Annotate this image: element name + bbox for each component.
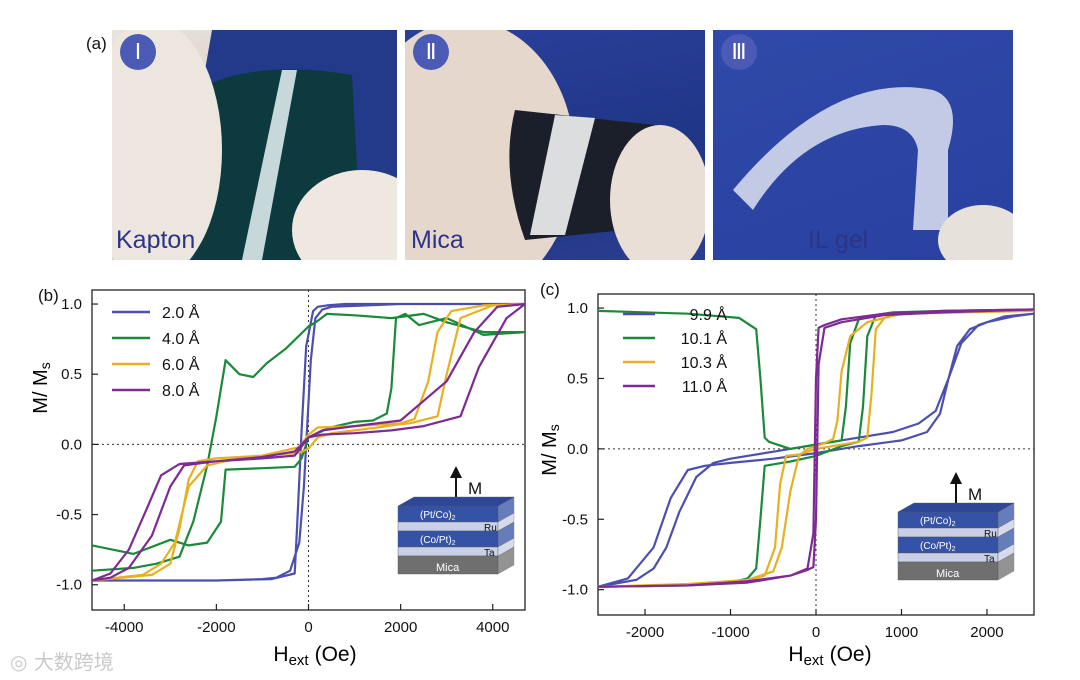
numeral-badge-2: Ⅱ bbox=[413, 34, 449, 70]
chart-c-inset-layer-label: Ru bbox=[984, 529, 997, 540]
chart-b-inset-layer-side bbox=[497, 546, 515, 575]
chart-c-xtick-label: -2000 bbox=[626, 624, 664, 641]
chart-b-legend-label: 4.0 Å bbox=[162, 329, 200, 348]
chart-b-inset-arrowhead bbox=[450, 466, 462, 478]
chart-c-xtick-label: 1000 bbox=[885, 624, 918, 641]
photo-mica: Ⅱ Mica bbox=[405, 30, 705, 260]
chart-b-xtick-label: 4000 bbox=[476, 619, 509, 636]
chart-b-xtick-label: -2000 bbox=[197, 619, 235, 636]
chart-c-inset-layer-label: Ta bbox=[984, 554, 995, 565]
chart-b-inset-layer-label: Mica bbox=[436, 562, 460, 574]
il-gel-illustration bbox=[733, 87, 1013, 260]
chart-c-ytick-label: 0.0 bbox=[567, 441, 588, 458]
chart-b-series-1-line bbox=[92, 312, 525, 572]
chart-b: -4000 -2000 0 2000 4000 1.0 0.5 0.0 -0.5 -1.0 2.0 … bbox=[30, 289, 526, 669]
numeral-badge-3: Ⅲ bbox=[721, 34, 757, 70]
chart-b-inset-layer-label: Ru bbox=[484, 523, 497, 534]
chart-c-inset-layer-label: (Pt/Co)2 bbox=[920, 516, 956, 528]
chart-b-series-3-line bbox=[92, 302, 525, 582]
panel-c-letter: (c) bbox=[540, 280, 560, 299]
chart-c-inset-layer-label: (Co/Pt)2 bbox=[920, 541, 956, 553]
chart-b-inset-layer-label: Ta bbox=[484, 548, 495, 559]
photo-label-kapton: Kapton bbox=[116, 226, 196, 254]
chart-b-inset-top bbox=[397, 496, 515, 507]
watermark: ◎ 大数跨境 bbox=[10, 646, 114, 675]
chart-c-inset-top bbox=[897, 502, 1015, 513]
chart-c-inset-m-label: M bbox=[968, 485, 982, 504]
chart-c-inset: M (Pt/Co)2 Ru (Co/Pt)2 Ta Mica bbox=[897, 472, 1015, 581]
chart-b-xtick-label: -4000 bbox=[105, 619, 143, 636]
chart-c-inset-layer bbox=[897, 552, 999, 563]
watermark-text: 大数跨境 bbox=[33, 650, 114, 674]
chart-b-ytick-label: -1.0 bbox=[56, 577, 82, 594]
chart-c-ytick-label: 0.5 bbox=[567, 370, 588, 387]
chart-b-legend-label: 6.0 Å bbox=[162, 355, 200, 374]
chart-b-legend-label: 8.0 Å bbox=[162, 381, 200, 400]
chart-b-xtick-label: 0 bbox=[304, 619, 312, 636]
photo-kapton: Ⅰ Kapton bbox=[112, 30, 397, 260]
chart-c: -2000 -1000 0 1000 2000 1.0 0.5 0.0 -0.5 -1.0 9.9 … bbox=[539, 293, 1035, 669]
watermark-logo-icon: ◎ bbox=[10, 650, 28, 674]
chart-c-ytick-label: -1.0 bbox=[562, 582, 588, 599]
chart-c-inset-layer-side bbox=[997, 552, 1015, 581]
mica-sheet-illustration bbox=[405, 30, 705, 260]
chart-b-series-group bbox=[92, 302, 525, 582]
panel-a-letter: (a) bbox=[86, 34, 107, 53]
kapton-film-illustration bbox=[112, 30, 397, 260]
chart-c-ytick-label: -0.5 bbox=[562, 511, 588, 528]
chart-b-inset: M (Pt/Co)2 Ru (Co/Pt)2 Ta Mica bbox=[397, 466, 515, 575]
photo-label-mica: Mica bbox=[411, 226, 464, 254]
chart-b-inset-layer-label: (Pt/Co)2 bbox=[420, 510, 456, 522]
chart-c-legend-label: 10.3 Å bbox=[681, 353, 728, 372]
chart-c-series-0-line bbox=[598, 312, 1034, 588]
chart-c-legend-label: 10.1 Å bbox=[681, 329, 728, 348]
chart-c-inset-layer bbox=[897, 527, 999, 538]
chart-b-inset-layer bbox=[397, 521, 499, 532]
chart-c-xtick-label: 2000 bbox=[970, 624, 1003, 641]
chart-b-ytick-label: 1.0 bbox=[61, 296, 82, 313]
chart-c-series-group bbox=[598, 308, 1034, 588]
chart-b-series-0-line bbox=[92, 302, 525, 582]
chart-b-xtick-label: 2000 bbox=[384, 619, 417, 636]
photo-il-gel: Ⅲ IL gel bbox=[713, 30, 1013, 260]
chart-c-legend-label: 9.9 Å bbox=[690, 305, 728, 324]
chart-b-ylabel: M/ Ms bbox=[30, 362, 53, 413]
chart-b-ytick-label: 0.5 bbox=[61, 366, 82, 383]
photo-label-il-gel: IL gel bbox=[808, 226, 869, 254]
chart-c-inset-layer-label: Mica bbox=[936, 568, 960, 580]
chart-c-ytick-label: 1.0 bbox=[567, 300, 588, 317]
panel-b-letter: (b) bbox=[38, 286, 59, 305]
numeral-badge-1: Ⅰ bbox=[120, 34, 156, 70]
chart-b-ytick-label: -0.5 bbox=[56, 507, 82, 524]
chart-c-inset-arrowhead bbox=[950, 472, 962, 484]
chart-c-ylabel: M/ Ms bbox=[539, 424, 562, 475]
chart-b-inset-layer-label: (Co/Pt)2 bbox=[420, 535, 456, 547]
chart-c-xtick-label: -1000 bbox=[711, 624, 749, 641]
chart-b-legend-label: 2.0 Å bbox=[162, 303, 200, 322]
chart-c-xlabel: Hext (Oe) bbox=[788, 643, 871, 669]
chart-c-legend-label: 11.0 Å bbox=[682, 377, 727, 396]
chart-b-inset-m-label: M bbox=[468, 479, 482, 498]
chart-c-series-3-line bbox=[598, 308, 1034, 588]
chart-b-inset-layer bbox=[397, 546, 499, 557]
chart-c-xtick-label: 0 bbox=[812, 624, 820, 641]
chart-b-ytick-label: 0.0 bbox=[61, 436, 82, 453]
chart-b-xlabel: Hext (Oe) bbox=[273, 643, 356, 669]
